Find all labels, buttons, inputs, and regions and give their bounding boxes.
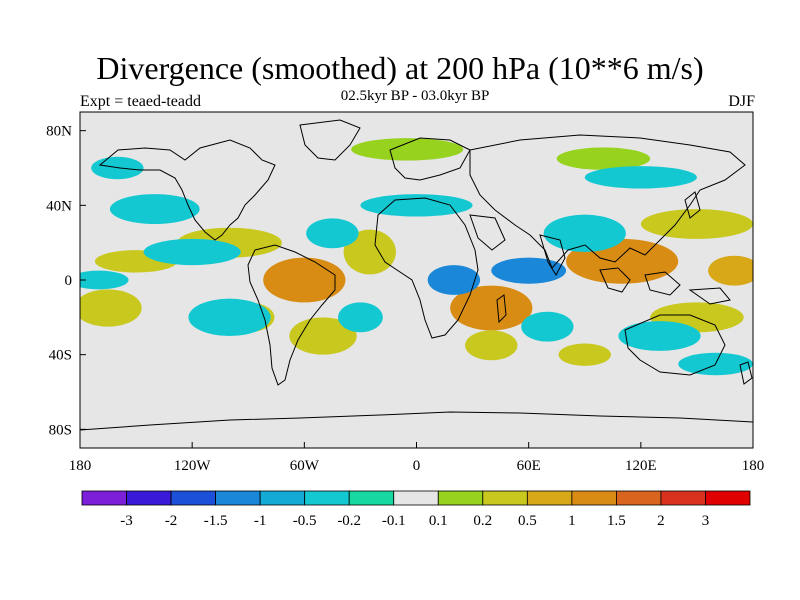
field-region-17 <box>143 238 241 266</box>
colorbar-label-9: 0.5 <box>518 513 537 529</box>
field-region-6 <box>450 285 533 331</box>
colorbar-swatch-4 <box>259 490 306 506</box>
field-region-13 <box>558 343 611 366</box>
x-tick-label-4: 60E <box>517 458 541 474</box>
field-region-19 <box>188 298 271 337</box>
y-tick-label-2: 0 <box>65 273 73 289</box>
colorbar-swatch-8 <box>437 490 484 506</box>
chart-title: Divergence (smoothed) at 200 hPa (10**6 … <box>96 50 704 86</box>
field-region-8 <box>640 209 753 239</box>
colorbar-swatch-1 <box>126 490 172 506</box>
field-region-24 <box>618 321 701 351</box>
colorbar-label-2: -1.5 <box>204 513 228 529</box>
colorbar-swatch-13 <box>660 490 706 506</box>
field-region-22 <box>491 257 567 284</box>
y-axis: 80N 40N 0 40S 80S <box>46 124 86 438</box>
colorbar-swatch-5 <box>304 490 350 506</box>
chart-subtitle: 02.5kyr BP - 03.0kyr BP <box>340 88 490 104</box>
x-tick-label-2: 60W <box>290 458 320 474</box>
colorbar-label-11: 1.5 <box>607 513 626 529</box>
field-region-23 <box>543 214 626 252</box>
field-region-5 <box>343 229 396 275</box>
field-region-26 <box>360 194 473 217</box>
colorbar-label-1: -2 <box>165 513 178 529</box>
colorbar-label-7: 0.1 <box>429 513 448 529</box>
x-tick-label-3: 0 <box>413 458 421 474</box>
colorbar-swatch-14 <box>705 490 751 506</box>
colorbar-swatch-3 <box>215 490 261 506</box>
colorbar-swatch-10 <box>526 490 573 506</box>
colorbar-label-13: 3 <box>702 513 710 529</box>
field-region-9 <box>708 255 753 286</box>
x-tick-label-6: 180 <box>742 458 765 474</box>
colorbar-swatch-11 <box>571 490 617 506</box>
field-region-2 <box>80 289 142 327</box>
colorbar-swatch-9 <box>482 490 528 506</box>
field-region-11 <box>556 147 651 170</box>
field-region-27 <box>584 166 697 189</box>
colorbar-swatch-6 <box>348 490 395 506</box>
colorbar-label-10: 1 <box>568 513 576 529</box>
field-region-3 <box>263 257 346 303</box>
field-region-10 <box>351 138 464 161</box>
x-tick-label-1: 120W <box>174 458 212 474</box>
colorbar-swatch-0 <box>81 490 127 506</box>
x-axis: 180 120W 60W 0 60E 120E 180 <box>69 442 765 474</box>
colorbar-swatch-7 <box>393 490 439 506</box>
colorbar-swatch-12 <box>616 490 662 506</box>
colorbar-label-0: -3 <box>120 513 133 529</box>
field-region-29 <box>521 311 574 342</box>
y-tick-label-3: 40S <box>49 348 72 364</box>
colorbar-label-3: -1 <box>254 513 267 529</box>
y-tick-label-0: 80N <box>46 124 72 140</box>
field-region-28 <box>337 302 383 333</box>
x-tick-label-0: 180 <box>69 458 92 474</box>
field-region-18 <box>80 270 129 290</box>
field-region-14 <box>465 330 518 361</box>
field-region-21 <box>427 265 481 295</box>
colorbar-label-8: 0.2 <box>473 513 492 529</box>
season-label: DJF <box>728 93 755 110</box>
colorbar-label-6: -0.1 <box>382 513 406 529</box>
colorbar-swatch-2 <box>170 490 216 506</box>
y-tick-label-1: 40N <box>46 198 72 214</box>
colorbar-label-4: -0.5 <box>293 513 317 529</box>
field-region-16 <box>109 194 200 224</box>
colorbar-label-12: 2 <box>657 513 665 529</box>
x-tick-label-5: 120E <box>625 458 657 474</box>
field-region-20 <box>306 218 359 249</box>
colorbar: -3 -2 -1.5 -1 -0.5 -0.2 -0.1 0.1 0.2 0.5 1 1.5 2 3 <box>81 490 751 529</box>
experiment-label: Expt = teaed-teadd <box>80 93 201 110</box>
coastline-layer <box>80 119 753 431</box>
colorbar-label-5: -0.2 <box>337 513 361 529</box>
y-tick-label-4: 80S <box>49 422 72 438</box>
